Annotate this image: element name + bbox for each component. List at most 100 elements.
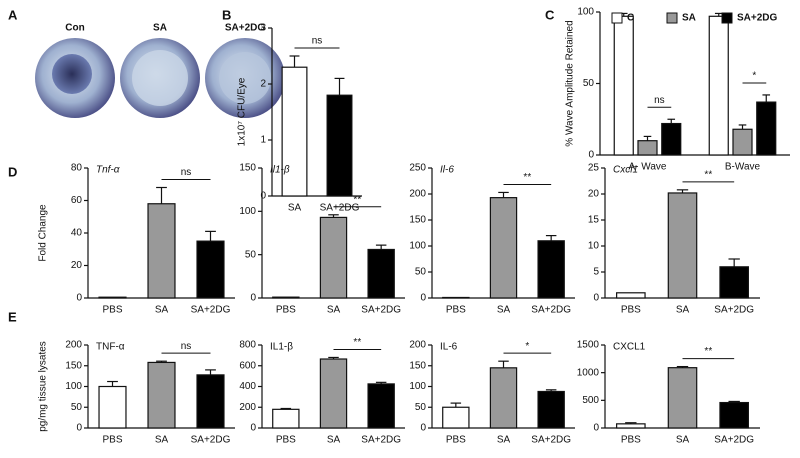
- significance-label: **: [704, 169, 712, 180]
- bar: [281, 66, 308, 197]
- y-tick-label: 100: [65, 381, 82, 392]
- bar: [147, 203, 176, 299]
- chart-title: Cxcl1: [613, 165, 638, 176]
- y-tick-label: 150: [409, 215, 426, 226]
- bar: [613, 15, 634, 156]
- y-tick-label: 3: [260, 23, 266, 34]
- y-tick-label: 20: [588, 189, 600, 200]
- y-tick-label: 800: [239, 340, 256, 351]
- bar: [537, 390, 565, 429]
- y-tick-label: 5: [593, 267, 599, 278]
- significance-label: *: [752, 71, 756, 82]
- x-tick-label: PBS: [621, 305, 641, 316]
- y-tick-label: 200: [65, 340, 82, 351]
- y-tick-label: 10: [588, 241, 600, 252]
- bar: [319, 358, 348, 429]
- bar: [708, 15, 729, 156]
- y-tick-label: 100: [239, 206, 256, 217]
- y-tick-label: 60: [71, 195, 83, 206]
- x-tick-label: PBS: [102, 305, 122, 316]
- y-tick-label: 50: [415, 402, 427, 413]
- y-tick-label: 250: [409, 163, 426, 174]
- bar: [98, 296, 127, 299]
- y-tick-label: 0: [76, 423, 82, 434]
- x-tick-label: SA: [327, 435, 341, 446]
- image-label: SA+2DG: [225, 23, 266, 34]
- x-tick-label: SA+2DG: [191, 435, 231, 446]
- y-tick-label: 0: [260, 191, 266, 202]
- y-axis-label: pg/mg tissue lysates: [38, 341, 49, 432]
- eye-cloud: [132, 50, 188, 106]
- legend-swatch: [721, 12, 733, 24]
- legend-label: SA+2DG: [737, 13, 778, 24]
- y-tick-label: 50: [71, 402, 83, 413]
- significance-label: ns: [654, 95, 665, 106]
- y-tick-label: 200: [409, 189, 426, 200]
- x-tick-label: PBS: [446, 435, 466, 446]
- y-tick-label: 1000: [577, 367, 600, 378]
- x-tick-label: SA+2DG: [320, 203, 360, 214]
- bar: [367, 383, 395, 429]
- y-tick-label: 0: [593, 293, 599, 304]
- y-tick-label: 40: [71, 228, 83, 239]
- chart-title: CXCL1: [613, 342, 646, 353]
- bar: [667, 367, 698, 429]
- x-tick-label: PBS: [102, 435, 122, 446]
- x-tick-label: SA+2DG: [714, 305, 754, 316]
- x-tick-label: SA: [497, 305, 511, 316]
- chart-title: Il1-β: [270, 165, 290, 176]
- bar: [98, 385, 127, 429]
- y-tick-label: 50: [583, 78, 595, 89]
- panel-letter: A: [8, 7, 18, 22]
- chart-title: IL-6: [440, 342, 458, 353]
- x-tick-label: PBS: [276, 435, 296, 446]
- x-tick-label: SA: [155, 435, 169, 446]
- y-tick-label: 1: [260, 135, 266, 146]
- x-tick-label: SA: [676, 435, 690, 446]
- y-tick-label: 0: [250, 423, 256, 434]
- significance-label: ns: [312, 36, 323, 47]
- y-tick-label: 50: [245, 249, 257, 260]
- y-tick-label: 0: [420, 293, 426, 304]
- bar: [719, 266, 749, 299]
- significance-label: **: [704, 346, 712, 357]
- significance-label: ns: [181, 167, 192, 178]
- y-tick-label: 150: [65, 360, 82, 371]
- legend-label: SA: [682, 13, 696, 24]
- significance-label: **: [353, 337, 361, 348]
- y-tick-label: 2: [260, 79, 266, 90]
- y-tick-label: 80: [71, 163, 83, 174]
- chart-title: TNF-α: [96, 342, 125, 353]
- y-tick-label: 25: [588, 163, 600, 174]
- eye-cloud: [219, 52, 271, 104]
- y-tick-label: 150: [409, 360, 426, 371]
- y-tick-label: 500: [582, 395, 599, 406]
- bar: [637, 140, 658, 156]
- significance-label: **: [523, 172, 531, 183]
- x-tick-label: SA: [327, 305, 341, 316]
- y-tick-label: 0: [593, 423, 599, 434]
- bar: [616, 423, 646, 429]
- x-tick-label: PBS: [276, 305, 296, 316]
- bar: [147, 361, 176, 429]
- bar: [489, 197, 518, 299]
- x-tick-label: SA: [155, 305, 169, 316]
- legend-label: C: [627, 13, 634, 24]
- x-tick-label: SA: [676, 305, 690, 316]
- y-tick-label: 15: [588, 215, 600, 226]
- x-tick-label: SA+2DG: [191, 305, 231, 316]
- eye-pupil: [52, 54, 92, 94]
- bar: [667, 192, 698, 299]
- image-label: Con: [65, 23, 84, 34]
- y-tick-label: 100: [409, 241, 426, 252]
- y-axis-label: % Wave Amplitude Retained: [565, 20, 576, 146]
- panel-letter: B: [222, 7, 231, 22]
- y-tick-label: 50: [415, 267, 427, 278]
- bar: [442, 296, 470, 299]
- y-tick-label: 20: [71, 260, 83, 271]
- eye-images: [35, 38, 285, 118]
- legend-swatch: [611, 12, 623, 24]
- bar: [196, 374, 225, 429]
- bar: [367, 248, 395, 299]
- bar: [442, 406, 470, 429]
